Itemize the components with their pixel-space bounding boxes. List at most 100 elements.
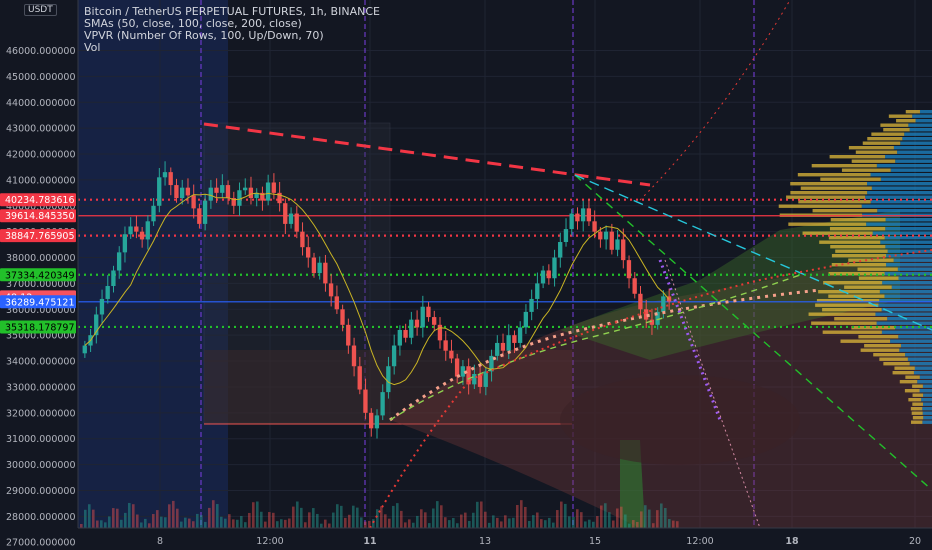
- price-tag[interactable]: [0, 229, 76, 243]
- volume-bar: [308, 512, 311, 528]
- volume-bar: [244, 522, 247, 528]
- vpvr-bar-up: [905, 353, 932, 357]
- vpvr-bar-up: [887, 249, 932, 253]
- price-tag[interactable]: [0, 209, 76, 223]
- curve-support-orange[interactable]: [389, 288, 821, 422]
- vpvr-bar-down: [811, 164, 877, 168]
- vpvr-bar-up: [884, 236, 932, 240]
- vpvr-bar-up: [919, 110, 932, 114]
- volume-bar: [88, 504, 91, 528]
- candle-body: [288, 213, 294, 224]
- candle-body: [592, 221, 597, 232]
- volume-bar: [344, 517, 347, 528]
- price-tag[interactable]: [0, 295, 76, 309]
- volume-bar: [264, 521, 267, 528]
- candle-body: [116, 252, 122, 271]
- candle-body: [460, 366, 465, 377]
- volume-bar: [648, 509, 651, 528]
- vpvr-bar-up: [881, 308, 932, 312]
- candle-body: [512, 335, 517, 343]
- price-axis-label: 37000.000000: [6, 279, 76, 290]
- candle-body: [621, 239, 626, 261]
- candle-body: [649, 319, 655, 325]
- vpvr-bar-down: [828, 272, 885, 276]
- curve-projection-up[interactable]: [639, 0, 791, 201]
- candle-body: [598, 231, 603, 240]
- vpvr-bar-down: [788, 222, 867, 226]
- candle-body: [535, 283, 540, 299]
- volume-bar: [620, 506, 623, 528]
- vpvr-bar-down: [815, 303, 879, 307]
- symbol-title[interactable]: Bitcoin / TetherUS PERPETUAL FUTURES, 1h…: [84, 5, 380, 18]
- volume-bar: [612, 520, 615, 528]
- candle-body: [220, 185, 225, 193]
- currency-badge[interactable]: USDT: [24, 4, 57, 16]
- vpvr-bar-up: [861, 204, 932, 208]
- candle-body: [403, 330, 408, 338]
- candle-body: [311, 257, 317, 274]
- vpvr-bar-down: [862, 141, 901, 145]
- volume-bar: [548, 517, 551, 528]
- price-tag[interactable]: [0, 320, 76, 334]
- trendline-cyan[interactable]: [574, 174, 932, 331]
- trendline-pink[interactable]: [664, 259, 761, 529]
- volume-bar: [148, 523, 151, 528]
- candle-body: [472, 374, 477, 385]
- price-tag[interactable]: [0, 193, 76, 207]
- trendline-purple[interactable]: [658, 259, 722, 421]
- volume-bar: [532, 515, 535, 528]
- indicator-vpvr-label[interactable]: VPVR (Number Of Rows, 100, Up/Down, 70): [84, 29, 324, 42]
- vpvr-bar-down: [790, 182, 868, 186]
- candle-body: [449, 350, 454, 359]
- vpvr-bar-down: [800, 186, 872, 190]
- vpvr-bar-up: [887, 317, 932, 321]
- price-axis-label: 34000.000000: [6, 357, 76, 368]
- vpvr-bar-down: [855, 150, 898, 154]
- vpvr-bar-down: [830, 218, 886, 222]
- vpvr-bar-up: [877, 209, 932, 213]
- volume-bar: [96, 520, 99, 528]
- sma50-line[interactable]: [84, 192, 670, 386]
- volume-bar: [384, 514, 387, 528]
- volume-bar: [528, 520, 531, 528]
- vpvr-bar-up: [923, 416, 932, 420]
- vpvr-bar-down: [911, 411, 923, 415]
- vpvr-bar-up: [880, 240, 932, 244]
- curve-support-red-ext[interactable]: [469, 249, 932, 381]
- vpvr-bar-down: [864, 344, 901, 348]
- vpvr-bar-down: [822, 308, 882, 312]
- vpvr-bar-down: [880, 123, 909, 127]
- vpvr-bar-down: [808, 312, 876, 316]
- indicator-sma-label[interactable]: SMAs (50, close, 100, close, 200, close): [84, 17, 302, 30]
- price-axis-label: 28000.000000: [6, 512, 76, 523]
- volume-bar: [332, 512, 335, 528]
- time-axis-label: 18: [785, 536, 799, 547]
- candle-body: [351, 345, 357, 367]
- volume-bar: [124, 512, 127, 528]
- candle-body: [609, 231, 614, 250]
- indicator-vol-label[interactable]: Vol: [84, 41, 101, 54]
- vpvr-bar-up: [871, 186, 932, 190]
- vpvr-bar-down: [848, 146, 894, 150]
- volume-bar: [236, 519, 239, 528]
- vpvr-bar-up: [866, 222, 932, 226]
- vpvr-bar-down: [840, 339, 891, 343]
- volume-bar: [188, 518, 191, 528]
- volume-bar: [80, 524, 83, 528]
- price-tag[interactable]: [0, 268, 76, 282]
- vpvr-bar-down: [905, 110, 920, 114]
- candle-body: [111, 270, 116, 287]
- price-axis-label: 36000.000000: [6, 305, 76, 316]
- volume-bar: [560, 501, 563, 528]
- volume-bar: [660, 503, 663, 528]
- vpvr-bar-up: [867, 191, 932, 195]
- volume-bar: [484, 511, 487, 528]
- price-tag-label: 36289.475121: [5, 297, 75, 308]
- vpvr-bar-down: [912, 402, 923, 406]
- volume-bar: [252, 502, 255, 528]
- vpvr-bar-down: [860, 348, 900, 352]
- volume-bar: [304, 522, 307, 528]
- trendline-green-down[interactable]: [574, 174, 932, 491]
- volume-bar: [140, 522, 143, 528]
